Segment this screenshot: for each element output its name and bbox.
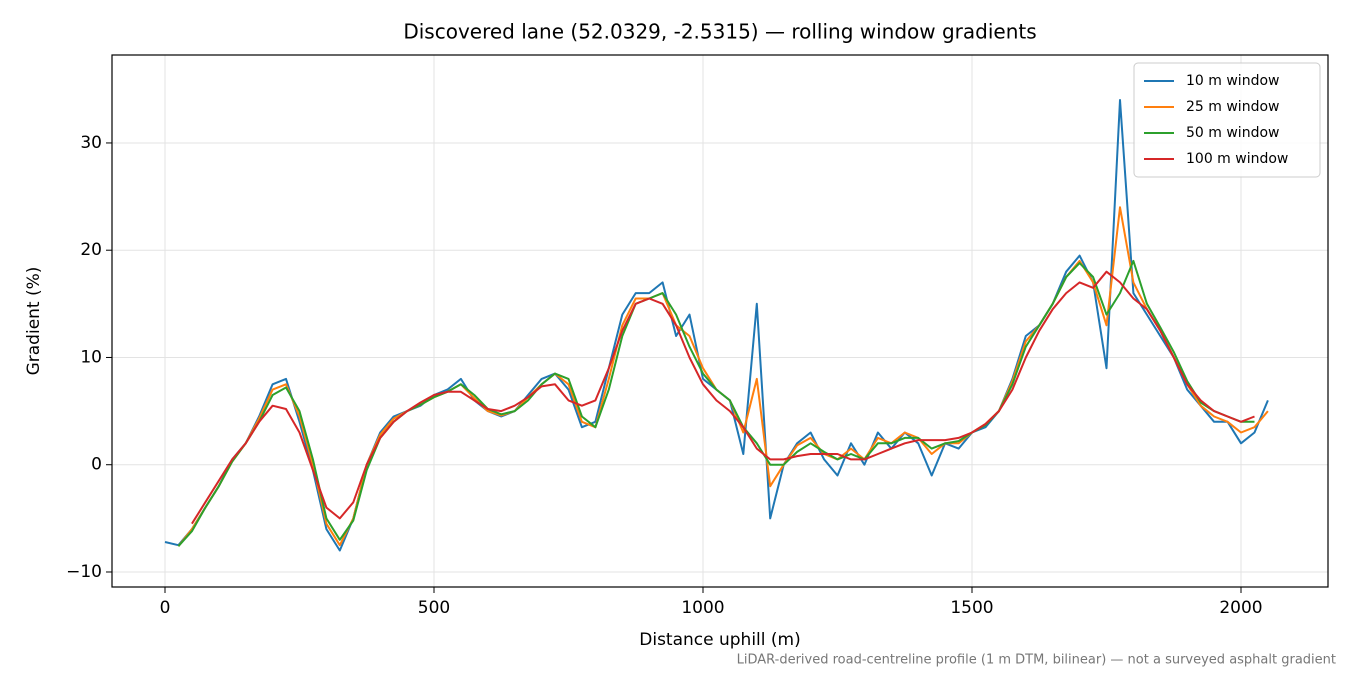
y-tick-label: −10 bbox=[66, 562, 102, 582]
x-tick-label: 1500 bbox=[950, 598, 993, 618]
y-axis-label: Gradient (%) bbox=[24, 267, 44, 376]
x-tick-label: 2000 bbox=[1219, 598, 1262, 618]
legend-label: 25 m window bbox=[1186, 99, 1279, 115]
x-tick-label: 500 bbox=[418, 598, 450, 618]
plot-frame bbox=[111, 54, 1329, 588]
y-tick-label: 0 bbox=[91, 455, 102, 475]
x-tick-label: 0 bbox=[160, 598, 171, 618]
legend-label: 100 m window bbox=[1186, 151, 1288, 167]
legend-label: 10 m window bbox=[1186, 73, 1279, 89]
legend-label: 50 m window bbox=[1186, 125, 1279, 141]
series-line bbox=[177, 259, 1255, 547]
legend-box bbox=[1133, 62, 1321, 178]
y-tick-label: 30 bbox=[80, 133, 102, 153]
x-tick-label: 1000 bbox=[681, 598, 724, 618]
series-line bbox=[177, 206, 1269, 547]
y-tick-label: 10 bbox=[80, 347, 102, 367]
chart-title: Discovered lane (52.0329, -2.5315) — rol… bbox=[403, 20, 1036, 44]
footnote: LiDAR-derived road-centreline profile (1… bbox=[737, 653, 1336, 668]
x-axis-label: Distance uphill (m) bbox=[639, 630, 800, 650]
series-line bbox=[191, 270, 1255, 525]
series-line bbox=[164, 99, 1269, 552]
y-tick-label: 20 bbox=[80, 240, 102, 260]
